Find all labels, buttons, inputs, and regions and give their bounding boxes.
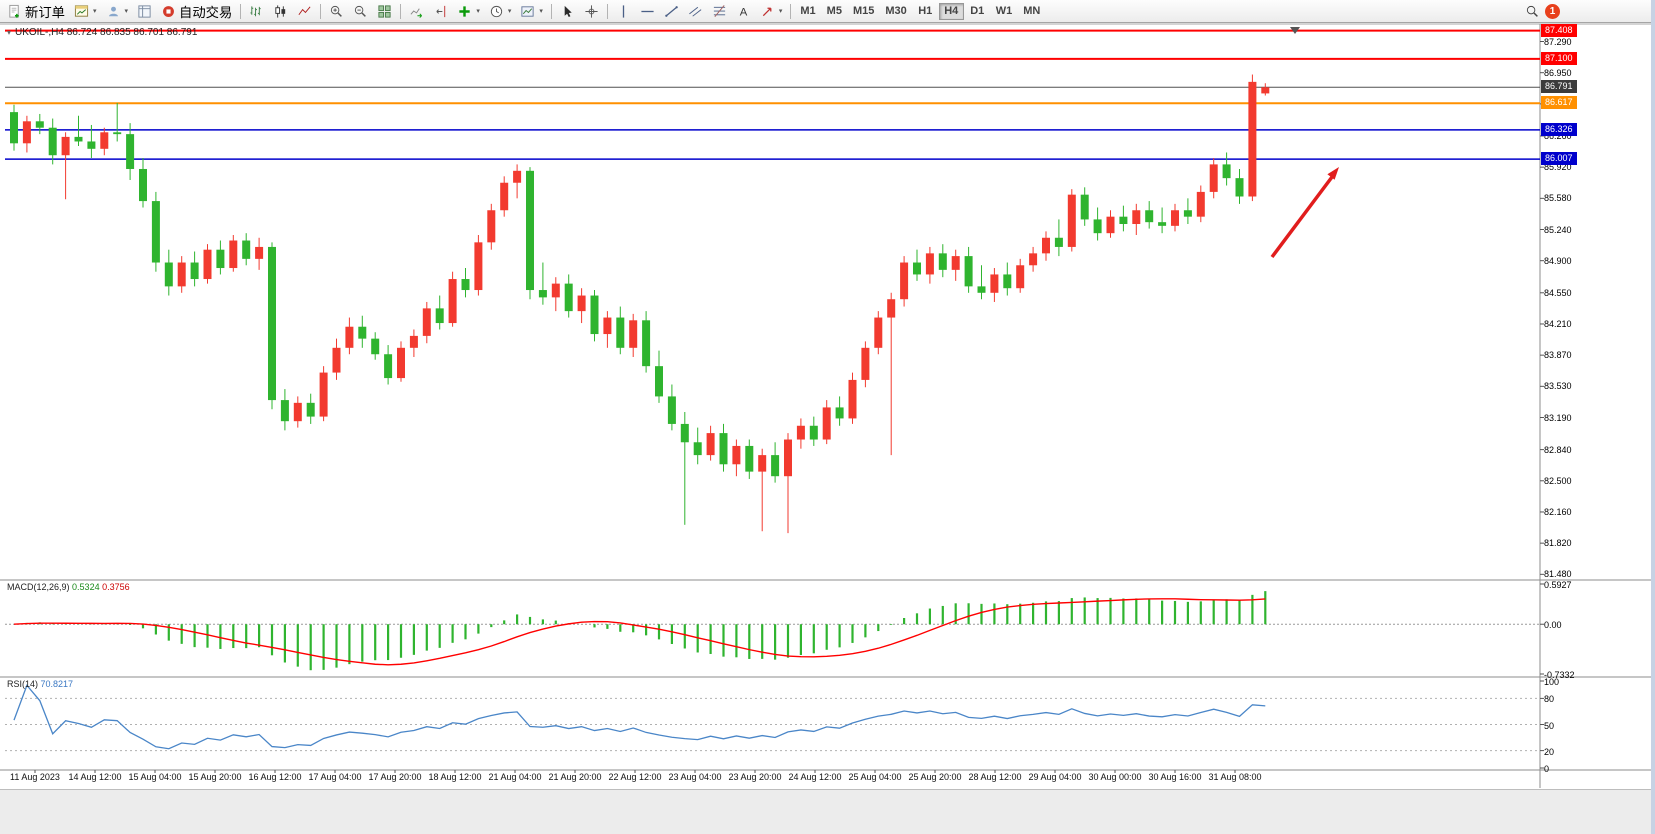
timeframe-m30[interactable]: M30	[885, 5, 907, 17]
new-order-icon	[9, 4, 19, 18]
window-edge	[1651, 0, 1655, 834]
new-chart-button[interactable]: ▾	[70, 1, 101, 21]
chart-shift-icon	[436, 5, 446, 17]
price-scale[interactable]	[1541, 24, 1651, 770]
arrows-tool-button[interactable]: ▾	[756, 1, 787, 21]
bar-chart-icon	[250, 5, 262, 16]
new-order-button[interactable]: 新订单	[3, 1, 69, 21]
candlestick-button[interactable]	[269, 1, 292, 21]
dropdown-caret-icon: ▾	[507, 8, 512, 15]
rsi-label: RSI(14) 70.8217	[7, 679, 73, 689]
arrow-tool-icon	[762, 7, 772, 16]
timeframe-d1[interactable]: D1	[970, 5, 985, 17]
dropdown-caret-icon: ▾	[124, 8, 129, 15]
text-tool-icon: A	[740, 6, 748, 18]
macd-panel-splitter[interactable]	[0, 578, 1655, 582]
dropdown-caret-icon: ▾	[92, 8, 97, 15]
zoom-out-icon	[355, 5, 367, 17]
chart-header: ▾ UKOIL-,H4 86.724 86.835 86.701 86.791	[7, 27, 197, 38]
toolbar-separator	[606, 3, 608, 19]
macd-label: MACD(12,26,9) 0.5324 0.3756	[7, 582, 130, 592]
rsi-value: 70.8217	[40, 679, 74, 689]
tile-windows-icon	[378, 4, 391, 18]
timeframe-mn[interactable]: MN	[1023, 5, 1041, 17]
search-icon	[1526, 5, 1538, 17]
horizontal-line-icon	[641, 10, 654, 12]
timeframe-h4[interactable]: H4	[938, 2, 964, 20]
crosshair-icon	[585, 4, 598, 18]
add-indicator-icon	[459, 5, 470, 17]
timeframe-m5[interactable]: M5	[826, 5, 842, 17]
template-icon	[521, 5, 534, 17]
macd-main-value: 0.5324	[72, 582, 100, 592]
clock-icon	[490, 5, 502, 17]
svg-text:A: A	[740, 6, 748, 18]
zoom-out-button[interactable]	[349, 1, 372, 21]
profiles-icon	[108, 6, 118, 16]
time-axis[interactable]	[0, 770, 1540, 788]
toolbar-separator	[240, 3, 242, 19]
timeframe-m15[interactable]: M15	[852, 5, 875, 17]
fibonacci-tool-button[interactable]	[708, 1, 731, 21]
chart-context-icon: ▾	[7, 28, 12, 37]
rsi-panel-splitter[interactable]	[0, 675, 1655, 679]
line-chart-button[interactable]	[293, 1, 316, 21]
autotrading-button[interactable]: 自动交易	[157, 1, 236, 21]
notification-badge[interactable]: 1	[1545, 3, 1560, 19]
horizontal-line-tool-button[interactable]	[636, 1, 659, 21]
toolbar: 新订单 ▾ ▾ 自动交易 ▾ ▾ ▾ A ▾ M1 M5 M15 M30 H1 …	[0, 0, 1655, 23]
cursor-tool-button[interactable]	[556, 1, 579, 21]
symbol-ohlc-text: UKOIL-,H4 86.724 86.835 86.701 86.791	[15, 27, 198, 38]
auto-scroll-button[interactable]	[405, 1, 428, 21]
toolbar-separator	[320, 3, 322, 19]
timeframe-w1[interactable]: W1	[995, 5, 1013, 17]
zoom-in-icon	[331, 5, 343, 17]
text-tool-button[interactable]: A	[732, 1, 755, 21]
trendline-tool-button[interactable]	[660, 1, 683, 21]
bar-chart-button[interactable]	[245, 1, 268, 21]
autotrading-icon	[163, 5, 174, 17]
tile-windows-button[interactable]	[373, 1, 396, 21]
profiles-button[interactable]: ▾	[102, 1, 133, 21]
zoom-in-button[interactable]	[325, 1, 348, 21]
macd-name: MACD(12,26,9)	[7, 582, 70, 592]
chart-shift-button[interactable]	[429, 1, 452, 21]
macd-signal-value: 0.3756	[102, 582, 130, 592]
autotrading-label: 自动交易	[179, 4, 233, 20]
auto-scroll-icon	[410, 7, 423, 18]
cursor-icon	[564, 5, 572, 17]
market-watch-icon	[138, 4, 151, 18]
dropdown-caret-icon: ▾	[778, 8, 783, 15]
equidistant-channel-icon	[688, 6, 702, 17]
periods-button[interactable]: ▾	[485, 1, 516, 21]
timeframe-m1[interactable]: M1	[800, 5, 816, 17]
crosshair-tool-button[interactable]	[580, 1, 603, 21]
rsi-name: RSI(14)	[7, 679, 39, 689]
market-watch-button[interactable]	[133, 1, 156, 21]
fibonacci-icon	[713, 4, 725, 17]
new-order-label: 新订单	[25, 4, 65, 20]
templates-button[interactable]: ▾	[516, 1, 547, 21]
toolbar-separator	[400, 3, 402, 19]
candlestick-icon	[275, 4, 286, 18]
dropdown-caret-icon: ▾	[476, 8, 480, 15]
window-bottom-area	[0, 789, 1655, 834]
channel-tool-button[interactable]	[684, 1, 707, 21]
toolbar-separator	[790, 3, 792, 19]
toolbar-separator	[550, 3, 552, 19]
new-chart-icon	[74, 4, 89, 17]
search-button[interactable]	[1521, 1, 1544, 21]
timeframe-h1[interactable]: H1	[918, 5, 933, 17]
add-indicator-button[interactable]: ▾	[453, 1, 484, 21]
dropdown-caret-icon: ▾	[539, 8, 543, 15]
vertical-line-icon	[622, 4, 625, 18]
trendline-icon	[665, 5, 678, 17]
line-chart-icon	[298, 6, 311, 15]
vertical-line-tool-button[interactable]	[612, 1, 635, 21]
